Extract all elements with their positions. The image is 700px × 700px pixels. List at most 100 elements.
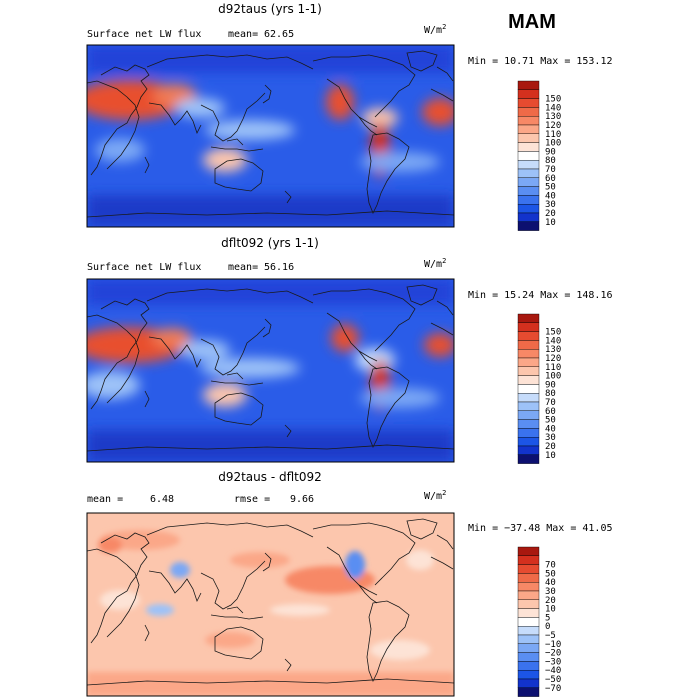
panel-3-mean-label: mean = — [87, 494, 123, 505]
colorbar-tick-label: −20 — [545, 649, 561, 659]
colorbar-tick-label: 110 — [545, 130, 561, 140]
colorbar-cell — [517, 177, 540, 187]
colorbar-tick-label: 140 — [545, 336, 561, 346]
colorbar-tick-label: −10 — [545, 640, 561, 650]
colorbar-tick-label: 50 — [545, 569, 556, 579]
colorbar-tick-label: −40 — [545, 666, 561, 676]
colorbar-tick-label: 0 — [545, 622, 550, 632]
colorbar-tick-label: 40 — [545, 578, 556, 588]
colorbar-tick-label: 20 — [545, 209, 556, 219]
colorbar-cell — [517, 107, 540, 117]
colorbar-cell — [517, 573, 540, 583]
colorbar-tick-label: 30 — [545, 587, 556, 597]
colorbar-cell — [517, 80, 540, 91]
panel-1-unit: W/m2 — [424, 23, 446, 36]
colorbar-cell — [517, 366, 540, 376]
colorbar-cell — [517, 419, 540, 429]
colorbar-cell — [517, 186, 540, 196]
panel-1-unit-exp: 2 — [442, 23, 446, 31]
colorbar-cell — [517, 401, 540, 412]
panel-1-title: d92taus (yrs 1-1) — [218, 2, 322, 16]
colorbar-tick-label: 120 — [545, 121, 561, 131]
colorbar-tick-label: 100 — [545, 372, 561, 382]
panel-2: dflt092 (yrs 1-1) Surface net LW flux me… — [86, 236, 613, 464]
panel-3: d92taus - dflt092 mean = 6.48 rmse = 9.6… — [86, 470, 613, 697]
colorbar-cell — [517, 634, 540, 645]
colorbar-tick-label: 50 — [545, 183, 556, 193]
colorbar-tick-label: 20 — [545, 596, 556, 606]
colorbar-tick-label: 100 — [545, 139, 561, 149]
colorbar-tick-label: 40 — [545, 191, 556, 201]
colorbar-tick-label: 20 — [545, 442, 556, 452]
colorbar-cell — [517, 437, 540, 447]
panel-2-unit-exp: 2 — [442, 257, 446, 265]
colorbar-cell — [517, 670, 540, 680]
colorbar-cell — [517, 133, 540, 143]
panel-1: d92taus (yrs 1-1) Surface net LW flux me… — [86, 2, 613, 231]
panel-3-map-frame — [86, 512, 455, 697]
panel-3-map — [87, 513, 454, 696]
panel-1-mean-label: mean= — [228, 29, 258, 40]
colorbar-tick-label: 40 — [545, 424, 556, 434]
colorbar-cell — [517, 687, 540, 697]
colorbar-tick-label: 130 — [545, 112, 561, 122]
panel-3-mean-value: 6.48 — [150, 494, 174, 505]
colorbar-cell — [517, 89, 540, 99]
season-label: MAM — [508, 11, 556, 33]
colorbar-cell — [517, 159, 540, 170]
panel-3-unit-base: W/m — [424, 491, 442, 502]
colorbar-tick-label: 80 — [545, 156, 556, 166]
colorbar-tick-label: −50 — [545, 675, 561, 685]
colorbar-tick-label: 150 — [545, 328, 561, 338]
colorbar-cell — [517, 445, 540, 456]
colorbar-cell — [517, 652, 540, 662]
panel-2-map — [87, 279, 454, 462]
colorbar-tick-label: 140 — [545, 103, 561, 113]
colorbar-tick-label: −5 — [545, 631, 556, 641]
colorbar-cell — [517, 151, 540, 161]
panel-3-minmax: Min = −37.48 Max = 41.05 — [468, 523, 613, 534]
panel-2-map-frame — [86, 278, 455, 463]
colorbar-tick-label: 10 — [545, 605, 556, 615]
colorbar-tick-label: 70 — [545, 398, 556, 408]
colorbar-cell — [517, 313, 540, 324]
panel-1-unit-base: W/m — [424, 25, 442, 36]
colorbar-tick-label: 130 — [545, 345, 561, 355]
colorbar-cell — [517, 661, 540, 671]
colorbar-cell — [517, 393, 540, 403]
colorbar-tick-label: 30 — [545, 433, 556, 443]
colorbar-cell — [517, 590, 540, 601]
panel-2-mean-label: mean= — [228, 262, 258, 273]
colorbar-cell — [517, 142, 540, 152]
colorbar-cell — [517, 564, 540, 574]
colorbar-tick-label: 80 — [545, 389, 556, 399]
colorbar-tick-label: 150 — [545, 95, 561, 105]
colorbar-tick-label: 60 — [545, 407, 556, 417]
panel-1-variable-label: Surface net LW flux — [87, 29, 201, 40]
panel-1-minmax: Min = 10.71 Max = 153.12 — [468, 56, 613, 67]
colorbar-tick-label: 50 — [545, 416, 556, 426]
colorbar-tick-label: 60 — [545, 174, 556, 184]
colorbar-cell — [517, 678, 540, 689]
colorbar-cell — [517, 617, 540, 627]
panel-3-unit-exp: 2 — [442, 489, 446, 497]
colorbar-tick-label: 90 — [545, 147, 556, 157]
panel-2-variable-label: Surface net LW flux — [87, 262, 201, 273]
colorbar-cell — [517, 98, 540, 108]
panel-3-rmse-value: 9.66 — [290, 494, 314, 505]
colorbar-tick-label: −70 — [545, 684, 561, 694]
colorbar-cell — [517, 203, 540, 214]
colorbar-cell — [517, 340, 540, 350]
colorbar-tick-label: 10 — [545, 451, 556, 461]
colorbar-cell — [517, 608, 540, 618]
panel-2-minmax: Min = 15.24 Max = 148.16 — [468, 290, 613, 301]
colorbar-cell — [517, 599, 540, 609]
panel-3-title: d92taus - dflt092 — [218, 470, 322, 484]
colorbar-tick-label: 30 — [545, 200, 556, 210]
colorbar-cell — [517, 124, 540, 135]
colorbar-cell — [517, 357, 540, 368]
